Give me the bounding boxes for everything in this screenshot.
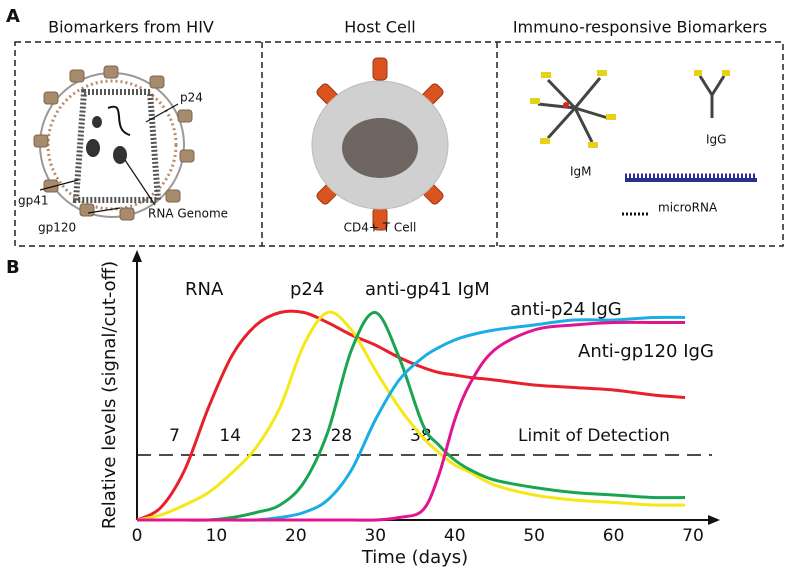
annotation: p24 xyxy=(180,91,203,105)
y-axis-arrow xyxy=(132,250,142,262)
y-axis-label: Relative levels (signal/cut-off) xyxy=(99,261,120,529)
x-tick-label: 50 xyxy=(523,526,545,546)
annotation: microRNA xyxy=(658,201,718,215)
x-tick-label: 70 xyxy=(682,526,704,546)
detection-day: 28 xyxy=(331,426,353,446)
panel-label: B xyxy=(6,257,20,278)
annotation: IgG xyxy=(706,133,726,147)
annotation: CD4+ T Cell xyxy=(344,221,417,235)
series-label: anti-gp41 IgM xyxy=(365,279,490,300)
detection-day: 7 xyxy=(169,426,180,446)
series-label: p24 xyxy=(290,279,324,300)
section-title: Host Cell xyxy=(344,18,415,37)
section-title: Immuno-responsive Biomarkers xyxy=(513,18,767,37)
annotation: gp120 xyxy=(38,221,76,235)
x-tick-label: 40 xyxy=(444,526,466,546)
series-label: RNA xyxy=(185,279,224,300)
detection-day: 14 xyxy=(219,426,241,446)
antibodies xyxy=(537,75,726,143)
x-axis-arrow xyxy=(708,515,720,525)
chart: 0 10 20 30 40 50 60 70 Time (days) Relative level… xyxy=(99,250,720,568)
series-line xyxy=(137,320,686,522)
hiv-virion xyxy=(33,65,195,221)
x-tick-label: 10 xyxy=(206,526,228,546)
x-axis-label: Time (days) xyxy=(361,547,468,568)
host-cell xyxy=(311,57,449,231)
annotation: IgM xyxy=(570,165,592,179)
x-tick-label: 60 xyxy=(603,526,625,546)
section-title: Biomarkers from HIV xyxy=(48,18,214,37)
x-tick-label: 0 xyxy=(132,526,143,546)
x-tick-label: 30 xyxy=(364,526,386,546)
series-line xyxy=(136,310,686,522)
panel-label: A xyxy=(6,6,20,27)
marker xyxy=(563,102,569,108)
detection-label: Limit of Detection xyxy=(518,426,670,446)
antibody-tips xyxy=(530,70,730,148)
series-label: anti-p24 IgG xyxy=(510,299,622,320)
annotation: gp41 xyxy=(18,194,49,208)
panel-box xyxy=(14,41,784,247)
detection-day: 23 xyxy=(291,426,313,446)
series-label: Anti-gp120 IgG xyxy=(578,341,714,362)
series-line xyxy=(136,309,686,522)
x-tick-label: 20 xyxy=(285,526,307,546)
annotation: RNA Genome xyxy=(148,207,228,221)
